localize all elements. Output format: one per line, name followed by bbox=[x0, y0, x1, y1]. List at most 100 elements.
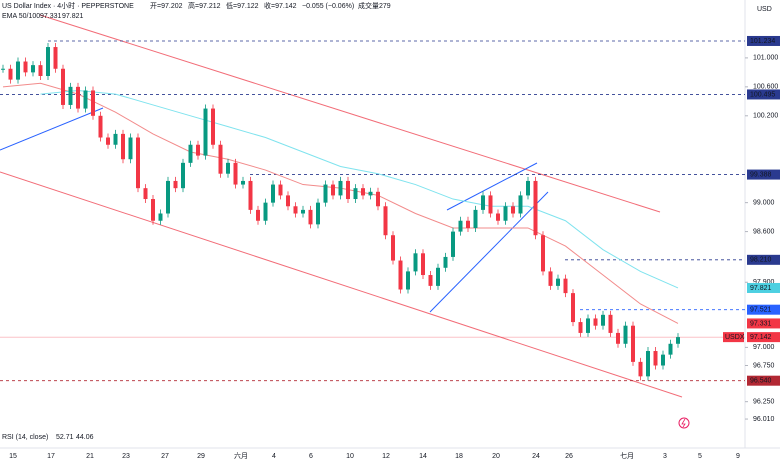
candle bbox=[226, 162, 230, 174]
candle bbox=[571, 293, 575, 323]
symbol: US Dollar Index · 4小时 · PEPPERSTONE bbox=[2, 1, 134, 10]
candle bbox=[406, 271, 410, 290]
level-tag bbox=[747, 254, 780, 265]
level-tag bbox=[747, 375, 780, 386]
y-tick-label: 98.600 bbox=[753, 228, 775, 235]
candle bbox=[106, 137, 110, 145]
ema50-value: 97.331 bbox=[40, 13, 62, 20]
candle bbox=[623, 325, 628, 344]
candle bbox=[428, 275, 433, 286]
candle bbox=[503, 206, 508, 221]
level-label: 99.388 bbox=[750, 171, 772, 178]
candle bbox=[631, 325, 635, 362]
candle bbox=[233, 162, 238, 185]
y-tick-label: 101.000 bbox=[753, 55, 778, 62]
symbol-tag bbox=[723, 332, 744, 343]
candle bbox=[436, 267, 440, 286]
candle bbox=[638, 361, 643, 377]
candle bbox=[173, 180, 178, 189]
level-tag bbox=[747, 304, 780, 315]
level-label: 100.495 bbox=[750, 91, 775, 98]
level-label: 97.521 bbox=[750, 307, 772, 314]
ohlc-open: 开=97.202 bbox=[150, 2, 183, 10]
level-label: 101.234 bbox=[750, 38, 775, 45]
candle bbox=[458, 220, 463, 232]
x-tick-label: 3 bbox=[663, 453, 667, 460]
candle bbox=[263, 202, 268, 221]
x-tick-label: 12 bbox=[382, 453, 390, 460]
candle bbox=[616, 332, 620, 344]
candle bbox=[338, 180, 343, 196]
x-tick-label: 14 bbox=[419, 453, 427, 460]
level-label: 96.540 bbox=[750, 378, 772, 385]
candle bbox=[421, 253, 425, 276]
candle bbox=[676, 337, 680, 344]
candle bbox=[218, 144, 223, 174]
candle bbox=[248, 180, 253, 210]
candle bbox=[451, 231, 455, 257]
candle bbox=[83, 90, 88, 109]
trend-line bbox=[0, 107, 104, 151]
candle bbox=[331, 184, 335, 196]
candle bbox=[61, 68, 65, 105]
price-tag bbox=[747, 318, 780, 329]
candle bbox=[278, 184, 283, 196]
candle bbox=[526, 180, 530, 196]
candle bbox=[293, 206, 298, 214]
candle bbox=[511, 206, 515, 214]
candle bbox=[256, 209, 260, 221]
candle bbox=[488, 195, 493, 214]
price-tag-label: 97.821 bbox=[750, 285, 772, 292]
level-tag bbox=[747, 169, 780, 180]
candle bbox=[563, 278, 568, 294]
level-tag bbox=[747, 35, 780, 46]
candle bbox=[158, 213, 163, 221]
candle bbox=[646, 351, 650, 377]
candle bbox=[661, 354, 665, 366]
candle bbox=[16, 61, 20, 80]
candle bbox=[203, 108, 208, 156]
channel-top bbox=[39, 14, 661, 213]
candle bbox=[346, 180, 350, 200]
candle bbox=[166, 180, 170, 214]
candle bbox=[241, 180, 245, 185]
candle bbox=[128, 137, 133, 160]
candle bbox=[541, 235, 545, 272]
candle bbox=[391, 235, 395, 261]
ohlc-close: 收=97.142 bbox=[264, 1, 297, 10]
wedge-bottom bbox=[429, 191, 549, 313]
x-tick-label: 10 bbox=[346, 453, 354, 460]
ohlc-high: 高=97.212 bbox=[188, 1, 221, 10]
candle bbox=[151, 199, 155, 221]
y-tick-label: 96.250 bbox=[753, 399, 775, 406]
y-tick-label: 97.000 bbox=[753, 344, 775, 351]
candle bbox=[23, 61, 28, 73]
candle bbox=[53, 47, 58, 69]
x-tick-label: 六月 bbox=[234, 451, 248, 460]
candle bbox=[466, 220, 470, 228]
candle bbox=[113, 133, 118, 145]
rsi-value: 44.06 bbox=[76, 434, 94, 441]
candle bbox=[308, 209, 313, 225]
x-tick-label: 15 bbox=[9, 453, 17, 460]
candle bbox=[1, 68, 5, 70]
candle bbox=[8, 68, 13, 80]
x-tick-label: 17 bbox=[47, 453, 55, 460]
ema100-value: 97.821 bbox=[62, 13, 84, 20]
event-icon bbox=[681, 418, 686, 428]
candle bbox=[368, 191, 373, 196]
candle bbox=[413, 253, 418, 272]
candle bbox=[481, 195, 485, 210]
candle bbox=[578, 322, 583, 333]
x-tick-label: 27 bbox=[161, 453, 169, 460]
candle bbox=[68, 86, 73, 105]
x-tick-label: 29 bbox=[197, 453, 205, 460]
x-tick-label: 18 bbox=[455, 453, 463, 460]
candle bbox=[38, 65, 43, 76]
candle bbox=[286, 195, 290, 207]
candle bbox=[31, 65, 35, 73]
event-icon[interactable] bbox=[678, 417, 690, 429]
candle bbox=[316, 202, 320, 225]
candle bbox=[533, 180, 538, 236]
price-tag bbox=[747, 282, 780, 293]
